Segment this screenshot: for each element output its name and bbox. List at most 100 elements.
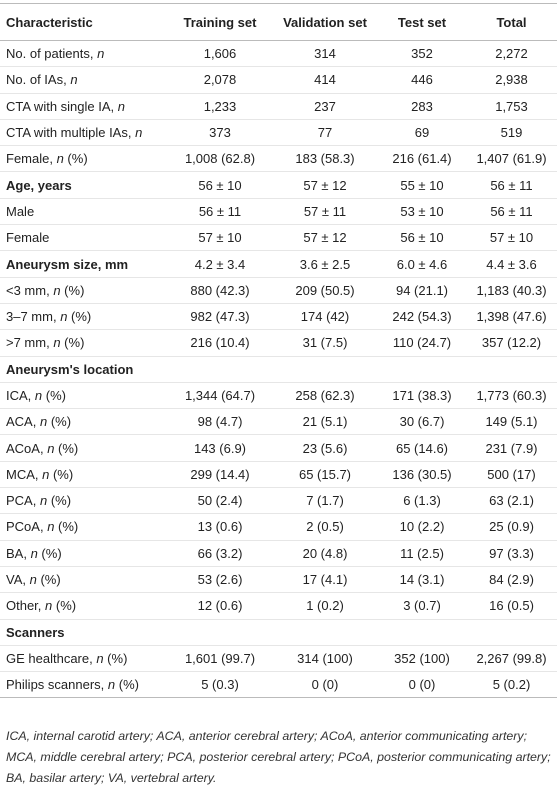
cell: 57 ± 10 xyxy=(466,224,557,252)
cell: 299 (14.4) xyxy=(168,461,272,489)
cell: 1,773 (60.3) xyxy=(466,382,557,410)
cell: 6.0 ± 4.6 xyxy=(378,250,466,278)
cell: 352 xyxy=(378,40,466,68)
table-row: CTA with multiple IAs, n 373 77 69 519 xyxy=(0,119,557,147)
label-text: Aneurysm size, mm xyxy=(6,256,129,272)
empty-cell xyxy=(378,619,466,646)
table-row: ICA, n (%) 1,344 (64.7) 258 (62.3) 171 (38.… xyxy=(0,382,557,410)
cell: 519 xyxy=(466,119,557,147)
cell: 1,183 (40.3) xyxy=(466,277,557,304)
label-text: (%) xyxy=(42,388,66,403)
cell: 6 (1.3) xyxy=(378,487,466,515)
cell: 1,344 (64.7) xyxy=(168,382,272,410)
cell: 1 (0.2) xyxy=(272,592,378,620)
cell: 13 (0.6) xyxy=(168,513,272,541)
column-header: Test set xyxy=(378,3,466,41)
label-text: No. of IAs, xyxy=(6,72,71,88)
row-label: Male xyxy=(0,198,168,226)
table-row: Other, n (%) 12 (0.6) 1 (0.2) 3 (0.7) 16 (0.… xyxy=(0,592,557,620)
cell: 5 (0.3) xyxy=(201,677,239,693)
row-label: Aneurysm size, mm xyxy=(0,250,168,278)
empty-cell xyxy=(168,619,272,646)
italic-text: n xyxy=(60,309,68,325)
italic-text: n xyxy=(29,572,37,588)
cell: 50 (2.4) xyxy=(168,487,272,515)
italic-text: n xyxy=(47,519,55,535)
empty-cell xyxy=(272,356,378,383)
cell: 237 xyxy=(272,93,378,120)
cell: 17 (4.1) xyxy=(272,566,378,594)
cell: 231 (7.9) xyxy=(466,434,557,462)
cell: 12 (0.6) xyxy=(168,592,272,620)
table-row: Philips scanners, n (%) 5 (0.3) 0 (0) 0 (0)… xyxy=(0,672,557,698)
italic-text: n xyxy=(45,598,53,614)
row-label: ICA, n (%) xyxy=(0,382,168,410)
cell: 3 (0.7) xyxy=(378,592,466,620)
cell: 65 (14.6) xyxy=(378,434,466,462)
table-body: No. of patients, n 1,606 314 352 2,272 No. of… xyxy=(0,40,557,698)
label-text: (%) xyxy=(37,545,62,561)
table-row: PCA, n (%) 50 (2.4) 7 (1.7) 6 (1.3) 63 (2.1) xyxy=(0,487,557,515)
cell: 14 (3.1) xyxy=(378,566,466,594)
cell: 0 (0) xyxy=(408,677,436,693)
label-text: 3–7 mm, xyxy=(6,309,61,325)
column-header: Characteristic xyxy=(0,3,168,41)
row-label: 3–7 mm, n (%) xyxy=(0,303,168,331)
cell: 110 (24.7) xyxy=(378,329,466,357)
italic-text: n xyxy=(70,72,78,88)
label-text: (%) xyxy=(54,519,79,535)
cell: 1,601 (99.7) xyxy=(168,645,272,673)
cell: 2,267 (99.8) xyxy=(466,645,557,673)
cell: 21 (5.1) xyxy=(272,408,378,436)
row-label: ACA, n (%) xyxy=(0,408,168,436)
cell: 982 (47.3) xyxy=(168,303,272,331)
table-row: ACA, n (%) 98 (4.7) 21 (5.1) 30 (6.7) 149 (5… xyxy=(0,408,557,436)
label-text: (%) xyxy=(67,309,92,325)
cell: 242 (54.3) xyxy=(378,303,466,331)
label-text: Philips scanners, xyxy=(6,677,108,693)
label-text: PCoA, xyxy=(6,519,48,535)
empty-cell xyxy=(466,356,557,383)
cell: 7 (1.7) xyxy=(272,487,378,515)
label-text: (%) xyxy=(103,650,128,666)
row-label: GE healthcare, n (%) xyxy=(0,645,168,673)
label-text: (%) xyxy=(63,151,88,167)
label-text: (%) xyxy=(60,282,85,298)
cell: 0 (0) xyxy=(311,677,339,693)
cell: 500 (17) xyxy=(466,461,557,489)
row-label: CTA with single IA, n xyxy=(0,93,168,120)
cell: 84 (2.9) xyxy=(466,566,557,594)
italic-text: n xyxy=(53,282,61,298)
cell: 56 ± 10 xyxy=(168,171,272,199)
label-text: Aneurysm's location xyxy=(6,361,134,377)
cell: 56 ± 11 xyxy=(466,171,557,199)
label-text: VA, xyxy=(6,572,30,588)
italic-text: n xyxy=(42,466,50,482)
italic-text: n xyxy=(96,650,104,666)
table-row: PCoA, n (%) 13 (0.6) 2 (0.5) 10 (2.2) 25 (0.… xyxy=(0,513,557,541)
cell: 2,078 xyxy=(168,66,272,94)
column-header: Total xyxy=(466,3,557,41)
cell: 53 (2.6) xyxy=(168,566,272,594)
italic-text: n xyxy=(34,388,43,403)
cell: 314 (100) xyxy=(272,645,378,673)
row-label: <3 mm, n (%) xyxy=(0,277,168,304)
table-row: >7 mm, n (%) 216 (10.4) 31 (7.5) 110 (24.7)… xyxy=(0,329,557,357)
cell: 1,398 (47.6) xyxy=(466,303,557,331)
label-text: (%) xyxy=(115,677,139,693)
row-label: No. of IAs, n xyxy=(0,66,168,94)
cell: 373 xyxy=(168,119,272,147)
table-row: 3–7 mm, n (%) 982 (47.3) 174 (42) 242 (54.3… xyxy=(0,303,557,331)
italic-text: n xyxy=(39,414,48,430)
label-text: (%) xyxy=(47,493,72,509)
italic-text: n xyxy=(107,677,116,693)
label-text: (%) xyxy=(49,466,74,482)
cell: 171 (38.3) xyxy=(378,382,466,410)
cell: 94 (21.1) xyxy=(378,277,466,304)
cell: 5 (0.2) xyxy=(492,677,531,693)
cell: 20 (4.8) xyxy=(272,540,378,567)
cell: 63 (2.1) xyxy=(466,487,557,515)
table-row: Scanners xyxy=(0,619,557,646)
cell: 2 (0.5) xyxy=(272,513,378,541)
cell: 2,938 xyxy=(466,66,557,94)
